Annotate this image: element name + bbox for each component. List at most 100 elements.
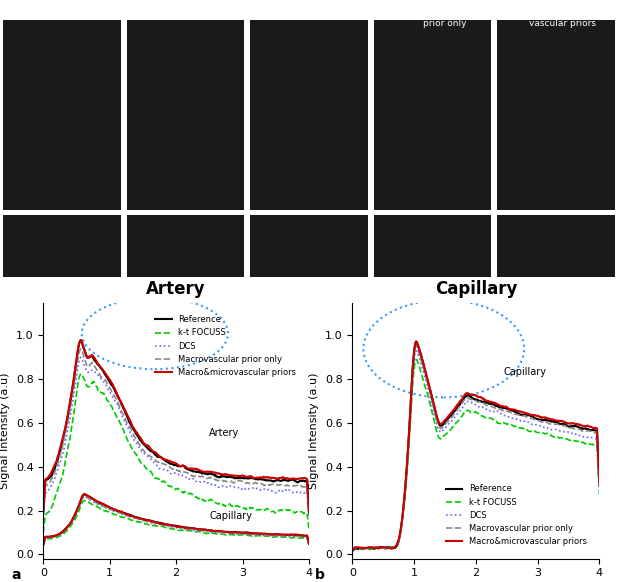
Macro&microvascular priors: [127, 418, 134, 425]
DCS: [528, 420, 535, 427]
Line: k-t FOCUSS: k-t FOCUSS: [43, 374, 309, 533]
Macro&microvascular priors: [505, 405, 512, 412]
Macrovascular prior only: [349, 546, 356, 553]
DCS: [72, 382, 79, 389]
Reference: [234, 474, 241, 481]
Text: macrovascular
prior only: macrovascular prior only: [412, 8, 478, 28]
Macro&microvascular priors: [349, 547, 356, 554]
Line: DCS: DCS: [352, 351, 599, 551]
k-t FOCUSS: [208, 496, 215, 503]
Text: Reference: Reference: [37, 8, 87, 19]
k-t FOCUSS: [596, 491, 603, 498]
FancyBboxPatch shape: [374, 215, 491, 276]
Y-axis label: Signal Intensity (a.u): Signal Intensity (a.u): [0, 372, 11, 489]
Reference: [208, 471, 215, 478]
Macrovascular prior only: [145, 452, 153, 459]
Text: a: a: [11, 568, 21, 582]
Reference: [127, 421, 134, 428]
Macrovascular prior only: [529, 415, 536, 422]
DCS: [529, 421, 536, 428]
Text: b: b: [315, 568, 325, 582]
Macrovascular prior only: [234, 478, 241, 485]
k-t FOCUSS: [349, 547, 356, 554]
FancyBboxPatch shape: [250, 20, 368, 210]
Reference: [40, 509, 47, 516]
Line: Reference: Reference: [43, 340, 309, 512]
Macro&microvascular priors: [528, 411, 535, 418]
FancyBboxPatch shape: [497, 20, 615, 210]
Reference: [72, 367, 79, 374]
Text: macro & micro
vascular priors: macro & micro vascular priors: [529, 8, 596, 28]
Macrovascular prior only: [412, 342, 420, 349]
Macrovascular prior only: [596, 484, 603, 491]
Macro&microvascular priors: [596, 481, 603, 488]
DCS: [349, 548, 356, 555]
Macrovascular prior only: [528, 414, 535, 421]
Y-axis label: Signal Intensity (a.u): Signal Intensity (a.u): [309, 372, 320, 489]
FancyBboxPatch shape: [127, 215, 244, 276]
Legend: Reference, k-t FOCUSS, DCS, Macrovascular prior only, Macro&microvascular priors: Reference, k-t FOCUSS, DCS, Macrovascula…: [151, 312, 300, 380]
Macrovascular prior only: [305, 511, 313, 518]
Macrovascular prior only: [505, 408, 512, 415]
DCS: [127, 430, 134, 436]
k-t FOCUSS: [378, 545, 386, 552]
k-t FOCUSS: [413, 356, 420, 363]
Reference: [447, 413, 454, 420]
DCS: [505, 413, 512, 420]
DCS: [234, 484, 241, 491]
Reference: [145, 446, 153, 453]
Line: DCS: DCS: [43, 357, 309, 519]
Macrovascular prior only: [378, 545, 386, 552]
Text: k-t FOCUSS: k-t FOCUSS: [158, 8, 213, 19]
DCS: [40, 516, 47, 523]
FancyBboxPatch shape: [497, 215, 615, 276]
FancyBboxPatch shape: [374, 20, 491, 210]
Reference: [305, 509, 313, 516]
k-t FOCUSS: [529, 428, 536, 435]
k-t FOCUSS: [305, 527, 313, 534]
Macro&microvascular priors: [232, 473, 239, 480]
Macro&microvascular priors: [208, 469, 215, 475]
Reference: [378, 544, 386, 551]
Line: Macrovascular prior only: Macrovascular prior only: [43, 349, 309, 516]
Reference: [529, 413, 536, 420]
Text: Capillary: Capillary: [210, 512, 252, 521]
FancyBboxPatch shape: [127, 20, 244, 210]
Macro&microvascular priors: [145, 443, 153, 450]
Macro&microvascular priors: [77, 337, 85, 344]
k-t FOCUSS: [40, 529, 47, 536]
DCS: [378, 544, 386, 551]
Reference: [412, 338, 420, 345]
FancyBboxPatch shape: [3, 20, 121, 210]
DCS: [447, 419, 454, 426]
k-t FOCUSS: [72, 399, 79, 406]
DCS: [430, 407, 437, 414]
DCS: [145, 454, 153, 461]
Line: Reference: Reference: [352, 342, 599, 551]
Legend: Reference, k-t FOCUSS, DCS, Macrovascular prior only, Macro&microvascular priors: Reference, k-t FOCUSS, DCS, Macrovascula…: [442, 481, 590, 549]
Reference: [232, 474, 239, 481]
DCS: [208, 481, 215, 488]
k-t FOCUSS: [447, 426, 454, 433]
Macrovascular prior only: [72, 374, 79, 381]
Macro&microvascular priors: [72, 364, 79, 371]
FancyBboxPatch shape: [250, 215, 368, 276]
Macro&microvascular priors: [234, 473, 241, 480]
k-t FOCUSS: [145, 467, 153, 474]
k-t FOCUSS: [234, 502, 241, 509]
k-t FOCUSS: [528, 428, 535, 435]
Text: Capillary: Capillary: [504, 367, 547, 377]
Title: Artery: Artery: [146, 281, 206, 299]
Macro&microvascular priors: [447, 410, 454, 417]
Macro&microvascular priors: [529, 411, 536, 418]
Macrovascular prior only: [40, 512, 47, 519]
FancyBboxPatch shape: [3, 215, 121, 276]
DCS: [232, 484, 239, 491]
k-t FOCUSS: [232, 503, 239, 510]
Macro&microvascular priors: [430, 399, 437, 406]
Line: Macro&microvascular priors: Macro&microvascular priors: [43, 340, 309, 512]
Line: Macrovascular prior only: Macrovascular prior only: [352, 346, 599, 550]
Reference: [430, 400, 437, 407]
Macro&microvascular priors: [412, 338, 420, 345]
k-t FOCUSS: [505, 420, 512, 427]
